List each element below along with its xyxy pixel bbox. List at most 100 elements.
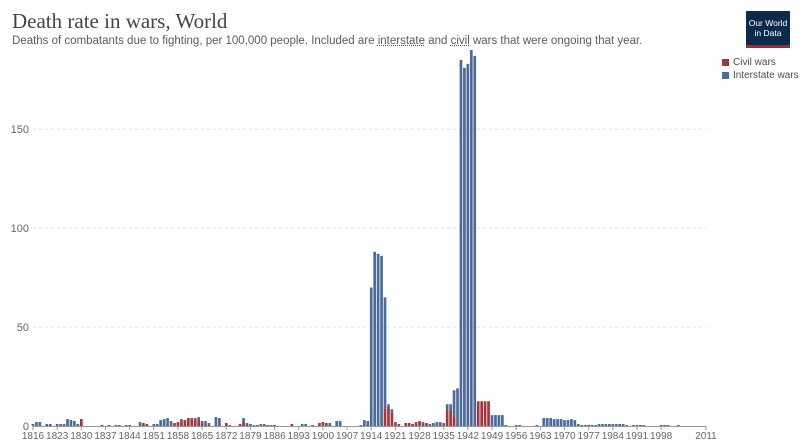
bar-interstate-wars [117, 425, 121, 426]
bar-interstate-wars [31, 424, 35, 426]
bar-civil-wars [224, 423, 228, 426]
bar-civil-wars [587, 425, 591, 426]
x-tick-label: 1865 [191, 431, 214, 442]
bar-interstate-wars [576, 424, 580, 426]
x-tick-label: 2011 [695, 431, 717, 442]
bar-civil-wars [421, 424, 425, 426]
bar-interstate-wars [214, 417, 218, 426]
bar-interstate-wars [107, 425, 111, 426]
bar-civil-wars [200, 423, 204, 426]
bar-interstate-wars [259, 424, 263, 426]
chart-legend: Civil wars Interstate wars [722, 56, 799, 82]
bar-civil-wars [186, 418, 190, 426]
bar-interstate-wars [428, 424, 432, 426]
bar-interstate-wars [442, 423, 446, 426]
bar-civil-wars [176, 422, 180, 426]
bar-interstate-wars [166, 418, 169, 426]
bar-interstate-wars [535, 425, 539, 426]
bar-civil-wars [428, 425, 432, 426]
bar-interstate-wars [197, 417, 201, 420]
bar-interstate-wars [66, 419, 69, 426]
x-tick-label: 1893 [288, 431, 311, 442]
bar-civil-wars [79, 419, 83, 426]
bar-interstate-wars [369, 287, 373, 426]
legend-item-interstate[interactable]: Interstate wars [722, 69, 799, 82]
bar-interstate-wars [69, 420, 73, 426]
x-tick-label: 1991 [626, 431, 649, 442]
bar-interstate-wars [421, 422, 425, 425]
bar-interstate-wars [362, 420, 366, 426]
bar-interstate-wars [604, 424, 608, 426]
logo-line: Our World [748, 18, 788, 28]
bar-civil-wars [204, 425, 207, 426]
bar-interstate-wars [469, 50, 473, 426]
bar-interstate-wars [590, 425, 594, 426]
bar-interstate-wars [608, 424, 611, 426]
x-tick-label: 1816 [22, 431, 45, 442]
bar-civil-wars [245, 425, 249, 426]
bar-interstate-wars [383, 297, 387, 409]
bar-interstate-wars [559, 419, 563, 426]
x-tick-label: 1942 [457, 431, 480, 442]
bar-civil-wars [608, 425, 611, 426]
bar-civil-wars [328, 425, 332, 426]
bar-interstate-wars [563, 420, 566, 426]
bar-civil-wars [487, 401, 490, 426]
bar-interstate-wars [373, 251, 377, 426]
bar-interstate-wars [204, 421, 207, 426]
bar-interstate-wars [200, 421, 204, 424]
bar-interstate-wars [228, 425, 232, 426]
bar-interstate-wars [245, 423, 249, 426]
bar-interstate-wars [625, 425, 628, 426]
legend-swatch-interstate [722, 72, 729, 79]
bar-interstate-wars [380, 255, 383, 426]
bar-interstate-wars [466, 63, 470, 426]
x-tick-label: 1837 [94, 431, 117, 442]
bar-interstate-wars [300, 424, 304, 426]
legend-item-civil[interactable]: Civil wars [722, 56, 799, 69]
owid-logo[interactable]: Our World in Data [746, 11, 790, 48]
bar-interstate-wars [38, 422, 42, 426]
bar-civil-wars [180, 421, 183, 426]
bar-civil-wars [142, 423, 145, 426]
x-tick-label: 1900 [312, 431, 335, 442]
bar-interstate-wars [242, 418, 245, 423]
x-tick-label: 1872 [215, 431, 238, 442]
bar-interstate-wars [252, 425, 256, 426]
bar-civil-wars [318, 423, 321, 426]
bar-interstate-wars [573, 420, 577, 426]
bar-interstate-wars [580, 425, 584, 426]
bar-civil-wars [193, 419, 197, 426]
x-tick-label: 1858 [167, 431, 190, 442]
bar-civil-wars [407, 423, 411, 426]
bar-interstate-wars [621, 424, 625, 426]
bar-interstate-wars [249, 424, 252, 426]
bar-interstate-wars [366, 421, 370, 426]
bar-civil-wars [425, 423, 428, 426]
bar-interstate-wars [59, 424, 62, 426]
bar-civil-wars [45, 425, 49, 426]
civil-link[interactable]: civil [450, 35, 470, 47]
bar-civil-wars [321, 422, 325, 426]
bar-civil-wars [452, 416, 456, 426]
bar-interstate-wars [162, 419, 166, 426]
bar-civil-wars [366, 425, 370, 426]
bar-civil-wars [639, 425, 642, 426]
y-tick-label: 150 [11, 124, 29, 136]
bar-civil-wars [449, 410, 452, 426]
bar-interstate-wars [394, 422, 397, 425]
bar-interstate-wars [159, 420, 163, 426]
bar-civil-wars [242, 422, 245, 426]
bar-civil-wars [238, 424, 242, 426]
bar-civil-wars [183, 420, 187, 426]
bar-interstate-wars [76, 424, 80, 426]
interstate-link[interactable]: interstate [377, 35, 426, 47]
bar-interstate-wars [490, 415, 494, 426]
bar-interstate-wars [556, 419, 559, 426]
bar-interstate-wars [611, 424, 615, 426]
bar-interstate-wars [659, 425, 663, 426]
x-tick-label: 1921 [384, 431, 407, 442]
bar-civil-wars [445, 410, 449, 426]
y-tick-label: 0 [23, 421, 29, 433]
